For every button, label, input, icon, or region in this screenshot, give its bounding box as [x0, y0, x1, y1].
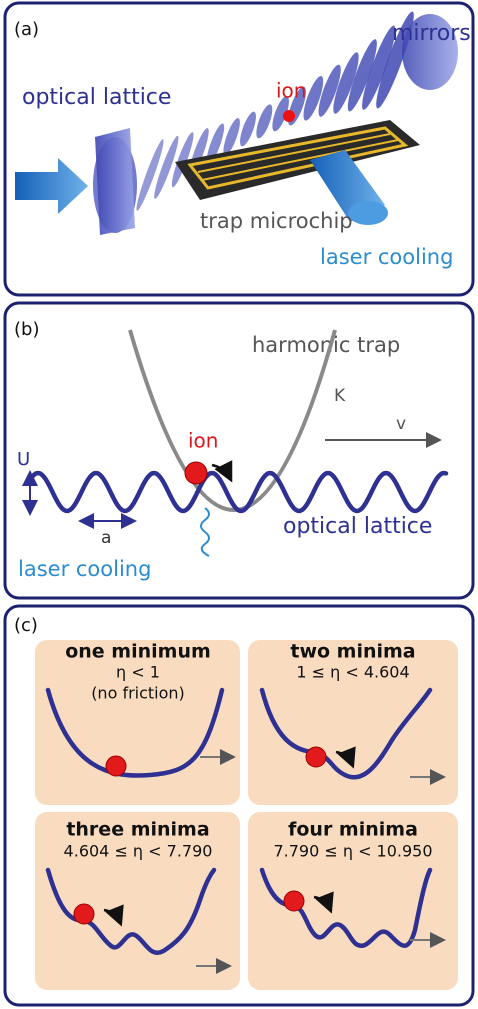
- box-condition: η < 1: [116, 663, 160, 682]
- box-note: (no friction): [91, 684, 185, 703]
- ion: [106, 756, 126, 776]
- label: a: [101, 528, 111, 548]
- ion: [283, 110, 295, 122]
- lens-body: [95, 128, 135, 235]
- label: laser cooling: [320, 245, 453, 269]
- label: mirrors: [392, 21, 471, 46]
- panel-b: (b) harmonic trap K v ion U a optical la…: [5, 303, 473, 598]
- label: K: [334, 386, 346, 406]
- panel-c: (c) one minimum η < 1 (no friction) two …: [5, 606, 473, 1005]
- panel-frame: [5, 303, 473, 598]
- label: optical lattice: [22, 85, 171, 110]
- panel-label: (a): [14, 19, 39, 40]
- label: v: [396, 414, 406, 434]
- box-title: two minima: [290, 641, 415, 663]
- box-condition: 1 ≤ η < 4.604: [296, 663, 409, 682]
- label: harmonic trap: [252, 333, 400, 357]
- box-condition: 7.790 ≤ η < 10.950: [273, 842, 432, 861]
- ion: [284, 891, 304, 911]
- box-condition: 4.604 ≤ η < 7.790: [64, 842, 213, 861]
- ion: [74, 904, 94, 924]
- label: laser cooling: [18, 557, 151, 581]
- panel-a: (a) mirrors ion optical lattice trap mic…: [5, 3, 473, 295]
- label: ion: [276, 79, 306, 103]
- box-title: one minimum: [65, 641, 211, 663]
- label: U: [17, 449, 30, 470]
- box-title: three minima: [66, 819, 209, 841]
- box-title: four minima: [288, 819, 418, 841]
- label: optical lattice: [283, 514, 432, 539]
- label: ion: [188, 429, 218, 453]
- label: trap microchip: [200, 209, 353, 233]
- ion: [185, 462, 207, 484]
- figure: (a) mirrors ion optical lattice trap mic…: [0, 0, 478, 1009]
- panel-label: (c): [14, 615, 38, 636]
- panel-label: (b): [14, 319, 39, 340]
- ion: [306, 747, 326, 767]
- cooling-beam-end: [348, 201, 388, 225]
